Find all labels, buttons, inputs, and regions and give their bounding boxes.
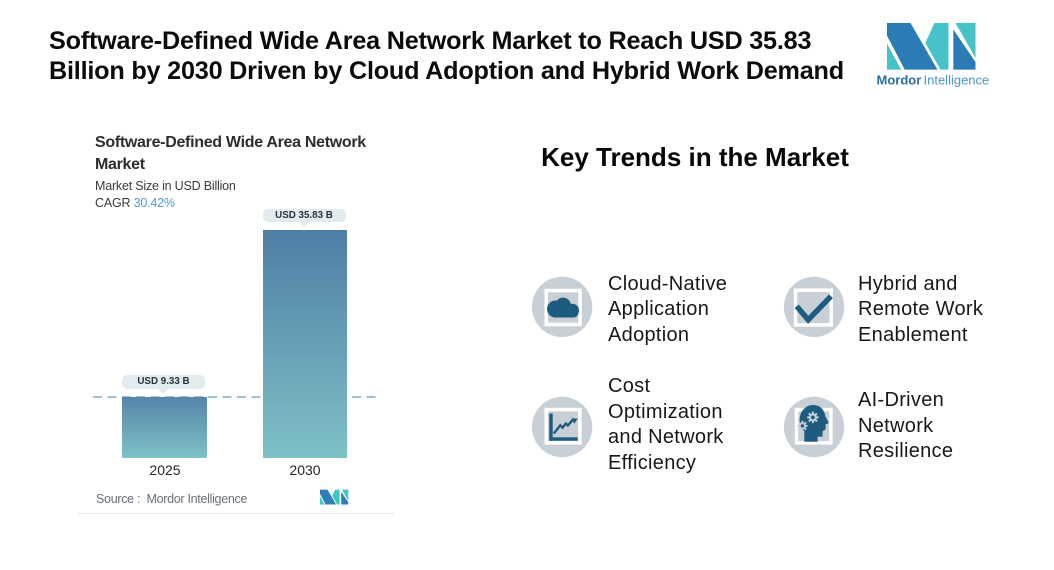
svg-text:Mordor: Mordor	[877, 73, 922, 88]
svg-text:Intelligence: Intelligence	[924, 73, 990, 88]
